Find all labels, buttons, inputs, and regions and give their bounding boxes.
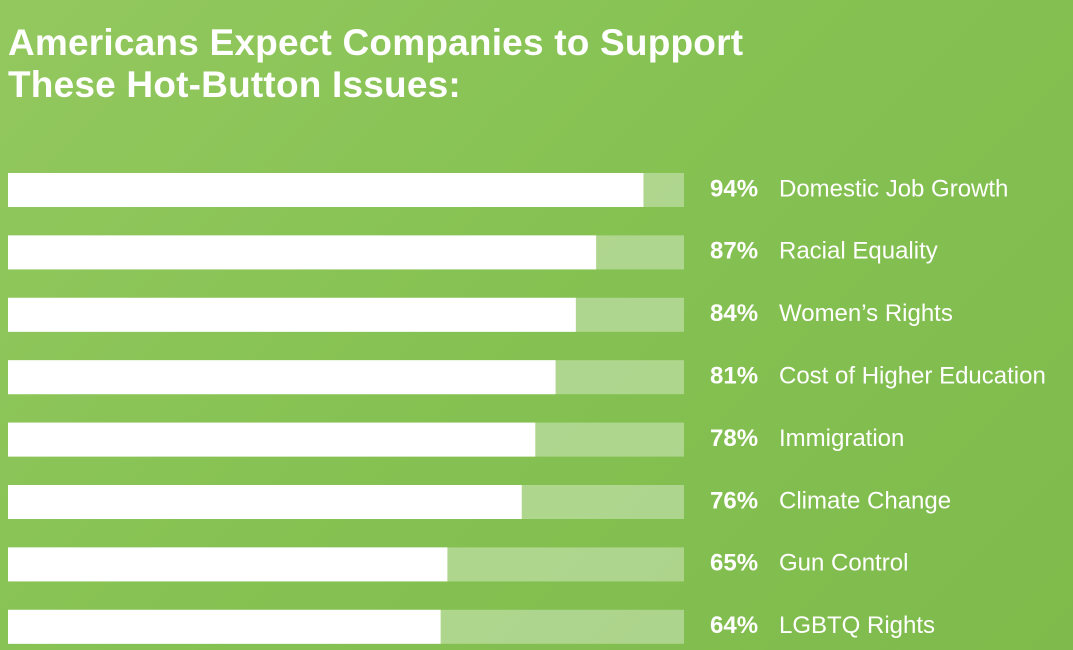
category-label: LGBTQ Rights xyxy=(779,612,935,639)
category-label: Gun Control xyxy=(779,550,908,577)
bar xyxy=(8,173,644,207)
chart-title: Americans Expect Companies to Support Th… xyxy=(8,22,744,105)
value-label: 76% xyxy=(710,487,758,514)
bar xyxy=(8,609,441,644)
value-label: 94% xyxy=(710,175,758,202)
bar xyxy=(8,297,576,332)
category-label: Racial Equality xyxy=(779,238,938,265)
bar xyxy=(8,235,597,270)
bar xyxy=(8,360,556,395)
category-label: Women’s Rights xyxy=(779,300,953,327)
bar xyxy=(8,485,522,519)
value-label: 84% xyxy=(710,300,758,327)
bar xyxy=(8,422,536,457)
category-label: Immigration xyxy=(779,425,904,452)
value-label: 65% xyxy=(710,550,758,577)
category-label: Climate Change xyxy=(779,487,951,514)
value-label: 78% xyxy=(710,425,758,452)
value-label: 64% xyxy=(710,612,758,639)
category-label: Cost of Higher Education xyxy=(779,363,1046,390)
value-label: 87% xyxy=(710,238,758,265)
bar xyxy=(8,547,448,582)
value-label: 81% xyxy=(710,363,758,390)
category-label: Domestic Job Growth xyxy=(779,175,1008,202)
